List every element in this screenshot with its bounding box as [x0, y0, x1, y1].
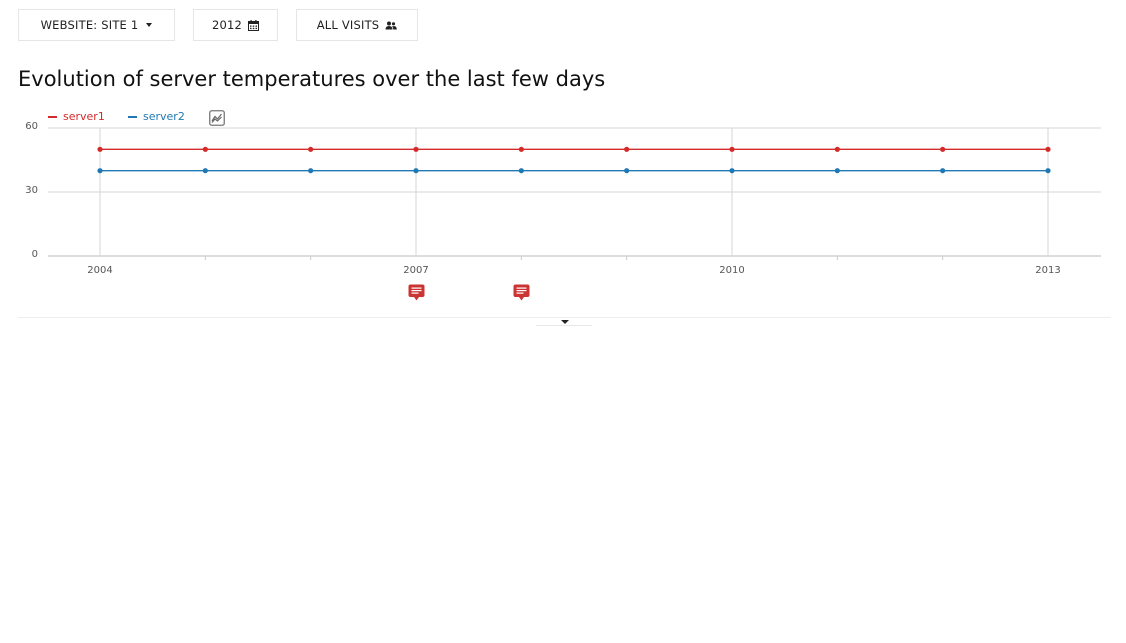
line-chart-icon[interactable] — [209, 110, 225, 126]
legend-label-server2: server2 — [143, 110, 185, 123]
legend-label-server1: server1 — [63, 110, 105, 123]
comment-icon[interactable] — [513, 284, 530, 301]
legend-swatch-server2 — [128, 115, 137, 118]
data-point-server2[interactable] — [729, 168, 735, 174]
data-point-server2[interactable] — [308, 168, 314, 174]
users-icon — [385, 21, 398, 30]
data-point-server2[interactable] — [834, 168, 840, 174]
data-point-server1[interactable] — [1045, 146, 1051, 152]
chevron-down-icon — [561, 320, 569, 324]
data-point-server1[interactable] — [518, 146, 524, 152]
site-selector[interactable]: WEBSITE: SITE 1 — [18, 9, 175, 41]
legend-item-server1[interactable]: server1 — [48, 110, 105, 123]
data-point-server1[interactable] — [834, 146, 840, 152]
evolution-graph: 60 30 0 2004 2007 2010 2013 — [25, 121, 1101, 276]
data-point-server1[interactable] — [729, 146, 735, 152]
data-point-server2[interactable] — [413, 168, 419, 174]
segment-selector-label: ALL VISITS — [316, 18, 380, 32]
expand-toggle[interactable] — [536, 317, 592, 326]
period-selector-label: 2012 — [211, 18, 243, 32]
comment-icon[interactable] — [408, 284, 425, 301]
segment-selector[interactable]: ALL VISITS — [296, 9, 418, 41]
data-point-server2[interactable] — [624, 168, 630, 174]
data-point-server1[interactable] — [624, 146, 630, 152]
data-point-server1[interactable] — [308, 146, 314, 152]
data-point-server2[interactable] — [518, 168, 524, 174]
chevron-down-icon — [146, 23, 153, 27]
y-tick-label: 30 — [25, 185, 38, 196]
data-point-server1[interactable] — [202, 146, 208, 152]
data-point-server1[interactable] — [97, 146, 103, 152]
site-selector-label: WEBSITE: SITE 1 — [40, 18, 139, 32]
widget-title: Evolution of server temperatures over th… — [18, 67, 606, 91]
data-point-server2[interactable] — [940, 168, 946, 174]
x-tick-label: 2004 — [87, 265, 112, 276]
y-tick-label: 0 — [32, 249, 38, 260]
x-tick-label: 2013 — [1035, 265, 1060, 276]
data-point-server1[interactable] — [413, 146, 419, 152]
legend-item-server2[interactable]: server2 — [128, 110, 185, 123]
x-tick-label: 2007 — [403, 265, 428, 276]
data-point-server2[interactable] — [1045, 168, 1051, 174]
data-point-server2[interactable] — [97, 168, 103, 174]
widget-divider — [18, 317, 1111, 318]
data-point-server1[interactable] — [940, 146, 946, 152]
x-tick-label: 2010 — [719, 265, 744, 276]
y-tick-label: 60 — [25, 121, 38, 132]
calendar-icon — [248, 19, 260, 31]
legend-swatch-server1 — [48, 115, 57, 118]
data-point-server2[interactable] — [202, 168, 208, 174]
period-selector[interactable]: 2012 — [193, 9, 278, 41]
